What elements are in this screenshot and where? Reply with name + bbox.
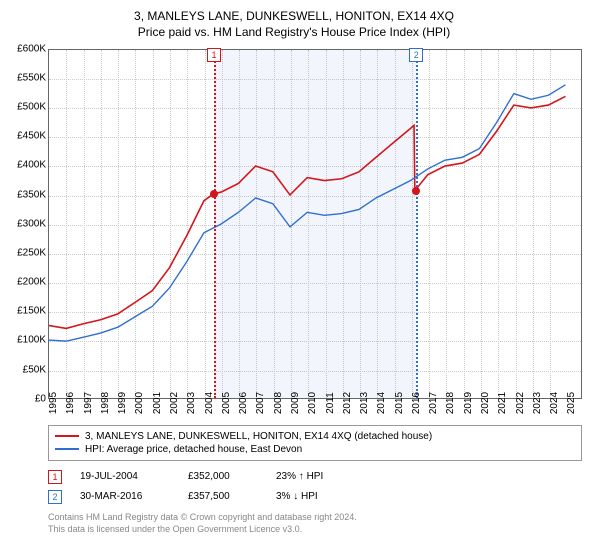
marker-dot xyxy=(412,187,420,195)
x-tick-label: 2003 xyxy=(186,392,204,414)
x-tick-label: 2011 xyxy=(325,392,343,414)
marker-tag: 1 xyxy=(207,48,221,62)
x-tick-label: 1997 xyxy=(83,392,101,414)
y-tick-label: £200K xyxy=(6,277,46,288)
x-tick-label: 2008 xyxy=(273,392,291,414)
y-tick-label: £400K xyxy=(6,160,46,171)
event-delta-2: 3% ↓ HPI xyxy=(276,491,318,502)
y-tick-label: £450K xyxy=(6,131,46,142)
y-tick-label: £150K xyxy=(6,306,46,317)
page-title: 3, MANLEYS LANE, DUNKESWELL, HONITON, EX… xyxy=(6,8,582,25)
x-tick-label: 2014 xyxy=(376,392,394,414)
events-table: 1 19-JUL-2004 £352,000 23% ↑ HPI 2 30-MA… xyxy=(48,467,582,507)
event-row-2: 2 30-MAR-2016 £357,500 3% ↓ HPI xyxy=(48,487,582,507)
chart-container: 3, MANLEYS LANE, DUNKESWELL, HONITON, EX… xyxy=(0,0,600,560)
legend-swatch-property xyxy=(55,435,79,437)
legend-label-property: 3, MANLEYS LANE, DUNKESWELL, HONITON, EX… xyxy=(85,431,432,442)
y-tick-label: £600K xyxy=(6,43,46,54)
x-tick-label: 2015 xyxy=(394,392,412,414)
x-tick-label: 1995 xyxy=(48,392,66,414)
legend-row-property: 3, MANLEYS LANE, DUNKESWELL, HONITON, EX… xyxy=(55,430,575,443)
series-hpi xyxy=(49,85,565,341)
y-tick-label: £250K xyxy=(6,247,46,258)
marker-tag: 2 xyxy=(409,48,423,62)
marker-dot xyxy=(210,190,218,198)
chart-area: £0 £50K £100K £150K £200K £250K £300K £350K £400… xyxy=(6,43,582,421)
x-tick-label: 2009 xyxy=(290,392,308,414)
legend: 3, MANLEYS LANE, DUNKESWELL, HONITON, EX… xyxy=(48,425,582,461)
y-tick-label: £500K xyxy=(6,102,46,113)
x-tick-label: 2016 xyxy=(411,392,429,414)
y-tick-label: £300K xyxy=(6,218,46,229)
x-tick-label: 2000 xyxy=(134,392,152,414)
y-tick-label: £350K xyxy=(6,189,46,200)
x-tick-label: 2006 xyxy=(238,392,256,414)
legend-row-hpi: HPI: Average price, detached house, East… xyxy=(55,443,575,456)
event-delta-1: 23% ↑ HPI xyxy=(276,471,323,482)
event-price-2: £357,500 xyxy=(188,491,258,502)
y-tick-label: £550K xyxy=(6,72,46,83)
y-tick-label: £50K xyxy=(6,364,46,375)
legend-swatch-hpi xyxy=(55,448,79,450)
y-tick-label: £0 xyxy=(6,393,46,404)
attribution-line-2: This data is licensed under the Open Gov… xyxy=(48,523,582,535)
x-tick-label: 2018 xyxy=(445,392,463,414)
series-lines xyxy=(49,50,581,398)
legend-label-hpi: HPI: Average price, detached house, East… xyxy=(85,444,302,455)
x-tick-label: 2005 xyxy=(221,392,239,414)
x-tick-label: 1998 xyxy=(100,392,118,414)
x-tick-label: 2024 xyxy=(549,392,567,414)
event-price-1: £352,000 xyxy=(188,471,258,482)
x-tick-label: 2007 xyxy=(255,392,273,414)
x-tick-label: 2013 xyxy=(359,392,377,414)
x-tick-label: 2001 xyxy=(152,392,170,414)
x-tick-label: 1999 xyxy=(117,392,135,414)
x-tick-label: 2010 xyxy=(307,392,325,414)
x-tick-label: 2025 xyxy=(566,392,584,414)
x-tick-label: 2021 xyxy=(497,392,515,414)
page-subtitle: Price paid vs. HM Land Registry's House … xyxy=(6,25,582,39)
x-tick-label: 2019 xyxy=(463,392,481,414)
attribution: Contains HM Land Registry data © Crown c… xyxy=(48,511,582,535)
y-tick-label: £100K xyxy=(6,335,46,346)
x-tick-label: 2012 xyxy=(342,392,360,414)
event-tag-1: 1 xyxy=(48,470,62,484)
event-row-1: 1 19-JUL-2004 £352,000 23% ↑ HPI xyxy=(48,467,582,487)
event-date-1: 19-JUL-2004 xyxy=(80,471,170,482)
x-tick-label: 2002 xyxy=(169,392,187,414)
event-tag-2: 2 xyxy=(48,490,62,504)
x-tick-label: 2004 xyxy=(204,392,222,414)
x-tick-label: 2023 xyxy=(532,392,550,414)
x-tick-label: 2020 xyxy=(480,392,498,414)
x-tick-label: 2022 xyxy=(515,392,533,414)
x-tick-label: 1996 xyxy=(65,392,83,414)
attribution-line-1: Contains HM Land Registry data © Crown c… xyxy=(48,511,582,523)
plot-region: 12 xyxy=(48,49,582,399)
event-date-2: 30-MAR-2016 xyxy=(80,491,170,502)
x-tick-label: 2017 xyxy=(428,392,446,414)
